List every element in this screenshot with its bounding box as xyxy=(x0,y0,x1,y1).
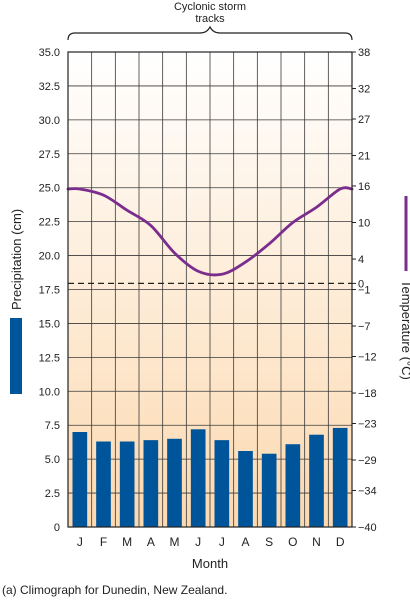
precipitation-bar xyxy=(285,444,301,527)
x-tick-label: A xyxy=(147,535,155,549)
y-right-tick-label: 27 xyxy=(358,114,370,126)
y-right-title: Temperature (°C) xyxy=(399,280,410,380)
y-left-tick-label: 32.5 xyxy=(39,81,60,93)
right-axis-ticks: −40 −34 −29 −23 −18 −12 −7 −10 4 10 16 21 27 32 38 xyxy=(352,47,377,534)
y-left-tick-label: 15.0 xyxy=(39,318,60,330)
temperature-line xyxy=(66,186,354,277)
x-tick-label: N xyxy=(312,535,321,549)
y-left-tick-label: 7.5 xyxy=(45,420,60,432)
y-right-tick-label: −34 xyxy=(358,485,377,497)
y-left-tick-label: 27.5 xyxy=(39,149,60,161)
y-right-tick-label: −7 xyxy=(358,321,371,333)
precipitation-bar xyxy=(96,441,111,527)
y-left-tick-label: 20.0 xyxy=(39,251,60,263)
y-left-tick-label: 2.5 xyxy=(45,488,60,500)
x-tick-label: J xyxy=(219,535,225,549)
y-right-tick-label: −1 xyxy=(358,285,371,297)
annotation-line1: Cyclonic storm xyxy=(174,1,246,13)
y-right-tick-label: −29 xyxy=(358,455,377,467)
x-tick-label: O xyxy=(288,535,297,549)
annotation-brace xyxy=(67,25,353,41)
y-left-tick-label: 22.5 xyxy=(39,217,60,229)
precipitation-bar xyxy=(72,432,88,527)
grid xyxy=(68,52,352,527)
precipitation-bar xyxy=(261,453,277,527)
y-left-tick-label: 12.5 xyxy=(39,352,60,364)
precipitation-bar xyxy=(332,427,348,527)
precipitation-bar xyxy=(214,440,230,527)
y-right-tick-label: −18 xyxy=(358,388,377,400)
x-axis-title: Month xyxy=(192,556,228,571)
precipitation-bar xyxy=(190,429,206,527)
y-right-tick-label: 16 xyxy=(358,181,370,193)
precipitation-bar xyxy=(119,441,135,527)
x-tick-label: F xyxy=(100,535,107,549)
x-tick-label: M xyxy=(122,535,132,549)
precipitation-bar xyxy=(167,438,182,527)
y-right-tick-label: −23 xyxy=(358,418,377,430)
x-tick-label: J xyxy=(77,535,83,549)
x-tick-label: D xyxy=(336,535,345,549)
x-tick-label: J xyxy=(195,535,201,549)
precipitation-bars xyxy=(72,427,348,527)
x-tick-label: M xyxy=(170,535,180,549)
y-left-tick-label: 17.5 xyxy=(39,285,60,297)
y-right-tick-label: 21 xyxy=(358,151,370,163)
y-right-tick-label: 0 xyxy=(358,278,364,290)
y-left-tick-label: 5.0 xyxy=(45,454,60,466)
y-left-tick-label: 10.0 xyxy=(39,386,60,398)
y-left-tick-label: 0 xyxy=(54,522,60,534)
y-right-tick-label: 38 xyxy=(358,47,370,59)
precipitation-bar xyxy=(143,440,159,527)
y-right-tick-label: 4 xyxy=(358,254,364,266)
left-axis-ticks: 0 2.5 5.0 7.5 10.0 12.5 15.0 17.5 20.0 22.5 25.0 27… xyxy=(39,47,60,534)
y-right-tick-label: 32 xyxy=(358,84,370,96)
y-right-tick-label: −12 xyxy=(358,351,377,363)
y-left-tick-label: 35.0 xyxy=(39,47,60,59)
precipitation-bar xyxy=(238,451,253,527)
caption: (a) Climograph for Dunedin, New Zealand. xyxy=(2,583,227,597)
annotation-line2: tracks xyxy=(195,13,225,25)
y-right-tick-label: −40 xyxy=(358,522,377,534)
precipitation-legend-swatch xyxy=(10,318,22,394)
y-left-tick-label: 30.0 xyxy=(39,115,60,127)
y-left-title: Precipitation (cm) xyxy=(9,209,24,310)
x-tick-label: A xyxy=(241,535,249,549)
y-right-tick-label: 10 xyxy=(358,218,370,230)
precipitation-bar xyxy=(309,434,324,527)
y-left-tick-label: 25.0 xyxy=(39,183,60,195)
x-tick-label: S xyxy=(265,535,273,549)
